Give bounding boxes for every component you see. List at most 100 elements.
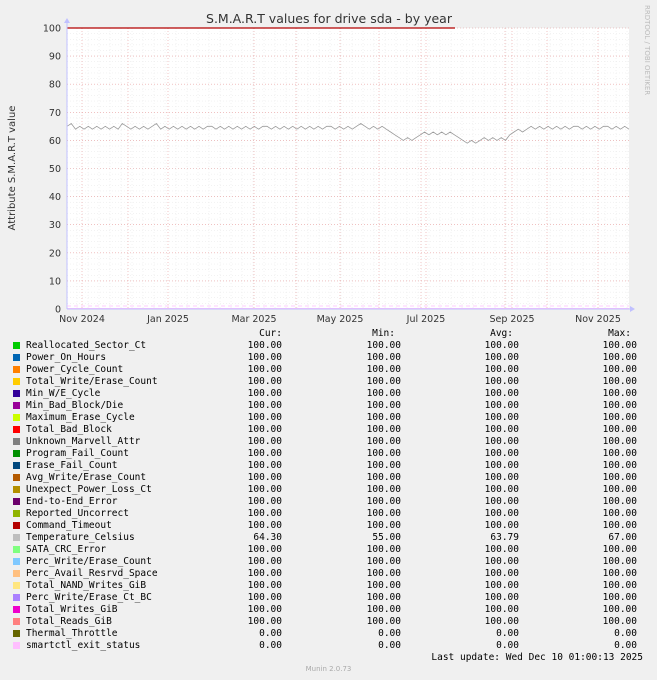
legend-value-cur: 100.00	[247, 520, 282, 531]
y-tick-label: 50	[49, 164, 61, 175]
legend-row: Command_Timeout 100.00 100.00 100.00 100.00	[12, 520, 652, 532]
legend-value-avg: 100.00	[484, 448, 519, 459]
legend-value-max: 100.00	[602, 472, 637, 483]
legend-value-cur: 100.00	[247, 604, 282, 615]
legend-value-cur: 100.00	[247, 496, 282, 507]
legend-value-avg: 0.00	[496, 640, 519, 651]
legend-value-max: 100.00	[602, 376, 637, 387]
y-tick-label: 100	[43, 24, 61, 35]
legend-value-min: 100.00	[366, 472, 401, 483]
legend-value-cur: 100.00	[247, 568, 282, 579]
legend-value-max: 0.00	[614, 640, 637, 651]
legend-value-avg: 100.00	[484, 340, 519, 351]
legend-value-cur: 100.00	[247, 412, 282, 423]
munin-version: Munin 2.0.73	[305, 665, 352, 673]
legend-row: Perc_Write/Erase_Count 100.00 100.00 100.00…	[12, 556, 652, 568]
legend-series-name: Erase_Fail_Count	[26, 460, 118, 471]
legend-value-cur: 100.00	[247, 508, 282, 519]
legend-value-cur: 100.00	[247, 340, 282, 351]
y-tick-label: 30	[49, 220, 61, 231]
legend-value-max: 100.00	[602, 592, 637, 603]
legend-value-cur: 100.00	[247, 364, 282, 375]
legend-value-avg: 100.00	[484, 496, 519, 507]
legend-value-cur: 100.00	[247, 388, 282, 399]
legend-series-name: Maximum_Erase_Cycle	[26, 412, 135, 423]
legend-value-min: 100.00	[366, 592, 401, 603]
y-tick-label: 80	[49, 80, 61, 91]
legend-value-avg: 100.00	[484, 460, 519, 471]
legend-value-max: 100.00	[602, 580, 637, 591]
legend-value-avg: 100.00	[484, 604, 519, 615]
legend-value-max: 100.00	[602, 448, 637, 459]
legend-row: Power_On_Hours 100.00 100.00 100.00 100.00	[12, 352, 652, 364]
legend-row: Erase_Fail_Count 100.00 100.00 100.00 100.00	[12, 460, 652, 472]
legend-row: smartctl_exit_status 0.00 0.00 0.00 0.00	[12, 640, 652, 652]
header-avg: Avg:	[490, 328, 513, 339]
legend-value-max: 100.00	[602, 400, 637, 411]
x-tick-label: Nov 2024	[59, 314, 105, 325]
legend-series-name: Perc_Write/Erase_Ct_BC	[26, 592, 152, 603]
legend-swatch	[13, 462, 20, 469]
legend-row: Total_Writes_GiB 100.00 100.00 100.00 100.00	[12, 604, 652, 616]
legend-row: Power_Cycle_Count 100.00 100.00 100.00 100.0…	[12, 364, 652, 376]
legend-row: Perc_Avail_Resrvd_Space 100.00 100.00 100.0…	[12, 568, 652, 580]
legend-row: Thermal_Throttle 0.00 0.00 0.00 0.00	[12, 628, 652, 640]
legend-value-avg: 100.00	[484, 556, 519, 567]
legend-value-max: 100.00	[602, 460, 637, 471]
legend-value-avg: 63.79	[490, 532, 519, 543]
legend-swatch	[13, 354, 20, 361]
legend-swatch	[13, 642, 20, 649]
legend-value-min: 100.00	[366, 412, 401, 423]
legend-series-name: Min_Bad_Block/Die	[26, 400, 124, 411]
legend-series-name: Reported_Uncorrect	[26, 508, 129, 519]
x-tick-label: Jul 2025	[406, 314, 446, 325]
legend-value-min: 100.00	[366, 460, 401, 471]
legend-value-avg: 100.00	[484, 520, 519, 531]
legend-row: Perc_Write/Erase_Ct_BC 100.00 100.00 100.00…	[12, 592, 652, 604]
legend-value-min: 100.00	[366, 556, 401, 567]
legend-swatch	[13, 546, 20, 553]
legend-row: Unexpect_Power_Loss_Ct 100.00 100.00 100.00…	[12, 484, 652, 496]
header-cur: Cur:	[259, 328, 282, 339]
legend-value-min: 100.00	[366, 580, 401, 591]
legend-row: Total_NAND_Writes_GiB 100.00 100.00 100.00 1…	[12, 580, 652, 592]
legend-value-max: 100.00	[602, 352, 637, 363]
legend-row: Maximum_Erase_Cycle 100.00 100.00 100.00 100…	[12, 412, 652, 424]
x-tick-label: Mar 2025	[231, 314, 276, 325]
legend-series-name: Avg_Write/Erase_Count	[26, 472, 147, 483]
legend-series-name: Total_Bad_Block	[26, 424, 112, 435]
legend-value-cur: 100.00	[247, 616, 282, 627]
legend-value-max: 100.00	[602, 496, 637, 507]
smart-chart: 0 10 20 30 40 50 60 70 80 90 100 Nov 2024 Jan 2025 M…	[0, 0, 657, 330]
x-tick-label: Nov 2025	[575, 314, 621, 325]
legend-row: Reallocated_Sector_Ct 100.00 100.00 100.00 1…	[12, 340, 652, 352]
legend-series-name: SATA_CRC_Error	[26, 544, 107, 555]
legend-series-name: Temperature_Celsius	[26, 532, 135, 543]
legend-value-min: 100.00	[366, 616, 401, 627]
legend-value-max: 0.00	[614, 628, 637, 639]
legend-value-cur: 100.00	[247, 376, 282, 387]
legend-value-max: 100.00	[602, 544, 637, 555]
legend-value-min: 100.00	[366, 376, 401, 387]
legend-swatch	[13, 510, 20, 517]
legend-series-name: Power_On_Hours	[26, 352, 107, 363]
legend-value-min: 100.00	[366, 496, 401, 507]
legend-value-cur: 64.30	[253, 532, 282, 543]
legend-value-avg: 100.00	[484, 592, 519, 603]
series-line-temperature	[66, 122, 630, 144]
legend-row: End-to-End_Error 100.00 100.00 100.00 100.00	[12, 496, 652, 508]
y-tick-label: 60	[49, 136, 61, 147]
legend-value-min: 100.00	[366, 568, 401, 579]
y-tick-label: 90	[49, 52, 61, 63]
legend-value-cur: 100.00	[247, 448, 282, 459]
legend-series-name: Total_Reads_GiB	[26, 616, 112, 627]
legend-swatch	[13, 630, 20, 637]
legend-swatch	[13, 522, 20, 529]
legend-value-cur: 100.00	[247, 580, 282, 591]
legend-value-avg: 100.00	[484, 508, 519, 519]
legend-value-min: 100.00	[366, 340, 401, 351]
legend-value-min: 100.00	[366, 436, 401, 447]
legend-row: Unknown_Marvell_Attr 100.00 100.00 100.00 10…	[12, 436, 652, 448]
legend-swatch	[13, 498, 20, 505]
legend-swatch	[13, 606, 20, 613]
